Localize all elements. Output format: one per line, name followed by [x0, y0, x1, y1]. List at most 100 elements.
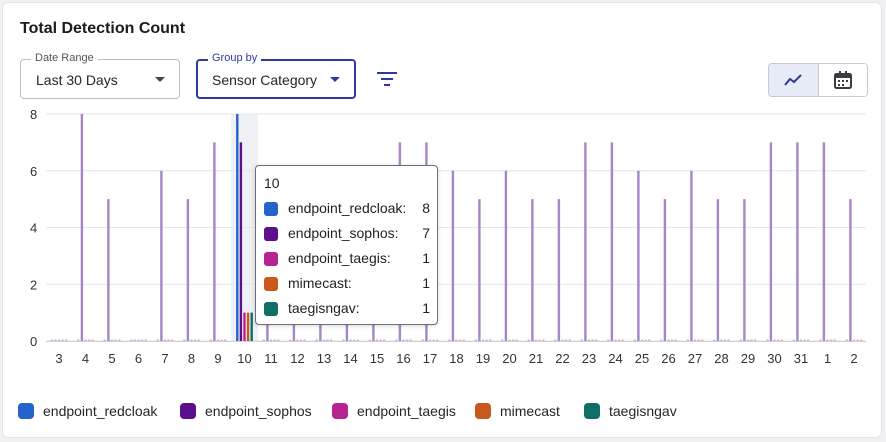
bar-mimecast-31 — [803, 339, 806, 341]
bar-endpoint_redcloak-1 — [819, 339, 822, 341]
bar-endpoint_taegis-7 — [163, 339, 167, 341]
bar-mimecast-2 — [856, 339, 859, 341]
x-tick-label: 22 — [555, 351, 569, 366]
tooltip-row: taegisngav: 1 — [264, 300, 434, 318]
tooltip-row: endpoint_taegis: 1 — [264, 250, 434, 268]
bar-mimecast-16 — [405, 339, 409, 341]
bar-taegisngav-13 — [330, 339, 333, 341]
bar-endpoint_taegis-26 — [667, 339, 670, 341]
bar-taegisngav-23 — [595, 339, 598, 341]
bar-endpoint_sophos-22 — [557, 199, 561, 341]
bar-taegisngav-31 — [807, 339, 810, 341]
bar-endpoint_taegis-4 — [84, 339, 87, 341]
bar-taegisngav-28 — [727, 339, 730, 341]
bar-endpoint_taegis-16 — [402, 339, 405, 341]
line-chart-view-button[interactable] — [769, 64, 819, 96]
bar-mimecast-24 — [617, 339, 621, 341]
legend-swatch — [18, 403, 34, 419]
bar-endpoint_taegis-23 — [587, 339, 591, 341]
bar-endpoint_redcloak-25 — [633, 339, 636, 341]
x-tick-label: 23 — [582, 351, 596, 366]
bar-endpoint_taegis-6 — [137, 339, 140, 341]
calendar-view-button[interactable] — [819, 64, 867, 96]
bar-endpoint_redcloak-3 — [50, 339, 53, 341]
x-tick-label: 20 — [502, 351, 516, 366]
bar-endpoint_taegis-31 — [799, 339, 803, 341]
legend-swatch — [475, 403, 491, 419]
bar-mimecast-8 — [193, 339, 197, 341]
bar-endpoint_taegis-17 — [428, 339, 432, 341]
bar-endpoint_redcloak-26 — [660, 339, 663, 341]
bar-mimecast-9 — [220, 339, 223, 341]
bar-endpoint_taegis-9 — [216, 339, 220, 341]
bar-mimecast-11 — [273, 339, 276, 341]
bar-endpoint_sophos-26 — [663, 199, 667, 341]
tooltip-swatch — [264, 227, 278, 241]
bar-endpoint_sophos-1 — [822, 142, 826, 341]
x-tick-label: 11 — [264, 351, 278, 366]
bar-mimecast-26 — [670, 339, 674, 341]
legend-label: endpoint_taegis — [357, 403, 456, 419]
bar-taegisngav-26 — [674, 339, 677, 341]
x-tick-label: 28 — [714, 351, 728, 366]
bar-endpoint_sophos-20 — [504, 170, 508, 341]
bar-taegisngav-7 — [171, 339, 174, 341]
bar-endpoint_sophos-24 — [610, 142, 614, 341]
tooltip-series-name: mimecast: — [288, 275, 352, 291]
bar-mimecast-14 — [352, 339, 356, 341]
bar-mimecast-29 — [750, 339, 753, 341]
bar-endpoint_redcloak-11 — [262, 339, 265, 341]
date-range-select[interactable]: Date Range Last 30 Days — [20, 52, 180, 99]
bar-endpoint_sophos-8 — [186, 199, 190, 341]
bar-mimecast-21 — [538, 339, 541, 341]
group-by-select[interactable]: Group by Sensor Category — [196, 52, 356, 99]
x-tick-label: 24 — [608, 351, 622, 366]
bar-taegisngav-30 — [780, 339, 783, 341]
bar-taegisngav-4 — [91, 339, 94, 341]
bar-mimecast-28 — [723, 339, 727, 341]
chevron-down-icon — [330, 77, 340, 82]
bar-taegisngav-15 — [383, 339, 386, 341]
group-by-label: Group by — [208, 52, 262, 64]
tooltip-swatch — [264, 202, 278, 216]
bar-mimecast-19 — [485, 339, 488, 341]
bar-endpoint_sophos-3 — [54, 339, 57, 341]
bar-mimecast-15 — [379, 339, 382, 341]
detection-count-card: Total Detection Count Date Range Last 30… — [2, 2, 882, 438]
bar-endpoint_sophos-30 — [769, 142, 773, 341]
x-tick-label: 8 — [188, 351, 195, 366]
line-chart-icon — [784, 74, 802, 86]
bar-endpoint_taegis-11 — [269, 339, 273, 341]
x-tick-label: 3 — [55, 351, 62, 366]
bar-endpoint_taegis-2 — [852, 339, 856, 341]
bar-mimecast-1 — [829, 339, 833, 341]
bar-endpoint_taegis-15 — [375, 339, 379, 341]
bar-taegisngav-12 — [303, 339, 306, 341]
tooltip-series-name: taegisngav: — [288, 300, 360, 316]
bar-endpoint_redcloak-23 — [580, 339, 583, 341]
y-tick-label: 2 — [30, 277, 37, 292]
bar-endpoint_taegis-12 — [296, 339, 299, 341]
tooltip-series-name: endpoint_taegis: — [288, 250, 391, 266]
x-tick-label: 15 — [370, 351, 384, 366]
bar-endpoint_redcloak-30 — [766, 339, 769, 341]
x-tick-label: 18 — [449, 351, 463, 366]
x-tick-label: 13 — [317, 351, 331, 366]
bar-taegisngav-25 — [648, 339, 651, 341]
x-tick-label: 4 — [82, 351, 89, 366]
bar-endpoint_sophos-31 — [796, 142, 799, 341]
bar-taegisngav-29 — [754, 339, 757, 341]
legend-swatch — [332, 403, 348, 419]
bar-mimecast-17 — [432, 339, 435, 341]
x-tick-label: 26 — [661, 351, 675, 366]
bar-endpoint_taegis-25 — [640, 339, 644, 341]
bar-mimecast-25 — [644, 339, 647, 341]
y-tick-label: 0 — [30, 334, 37, 349]
bar-taegisngav-22 — [568, 339, 571, 341]
calendar-icon — [834, 71, 852, 89]
chart-title: Total Detection Count — [20, 20, 186, 37]
bar-endpoint_sophos-7 — [160, 170, 163, 341]
filter-lines-icon[interactable] — [375, 69, 399, 89]
bar-taegisngav-19 — [489, 339, 492, 341]
x-tick-label: 7 — [161, 351, 168, 366]
